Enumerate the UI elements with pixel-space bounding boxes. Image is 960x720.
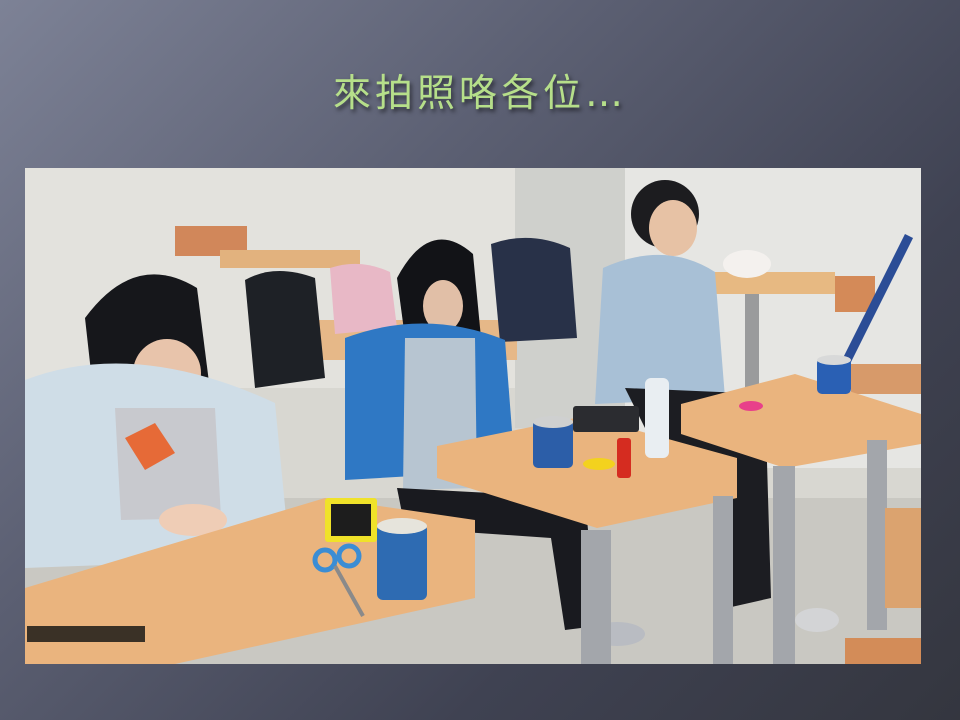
water-bottle <box>645 378 669 458</box>
can-middle <box>533 420 573 468</box>
student-middle-face <box>423 280 463 332</box>
student-right-shirt <box>595 254 725 404</box>
chair-right <box>835 276 875 312</box>
phone-middle <box>573 406 639 432</box>
backpack <box>245 270 325 388</box>
glue-bottle <box>617 438 631 478</box>
white-bag <box>723 250 771 278</box>
student-left-hands <box>159 504 227 536</box>
scissors <box>312 547 338 573</box>
slide-title: 來拍照咯各位… <box>332 71 627 115</box>
right-back-desk <box>705 272 835 294</box>
jacket <box>491 237 577 342</box>
classroom-photo <box>25 168 921 664</box>
can-right <box>817 358 851 394</box>
tape-yellow <box>583 458 615 470</box>
back-desk <box>220 250 360 268</box>
ruler <box>27 626 145 642</box>
chair-seat-right <box>851 364 921 394</box>
front-right-desk <box>681 374 921 468</box>
pink-bag <box>330 263 397 334</box>
can-front-left <box>377 524 427 600</box>
student-right-face <box>649 200 697 256</box>
umbrella <box>840 233 914 367</box>
